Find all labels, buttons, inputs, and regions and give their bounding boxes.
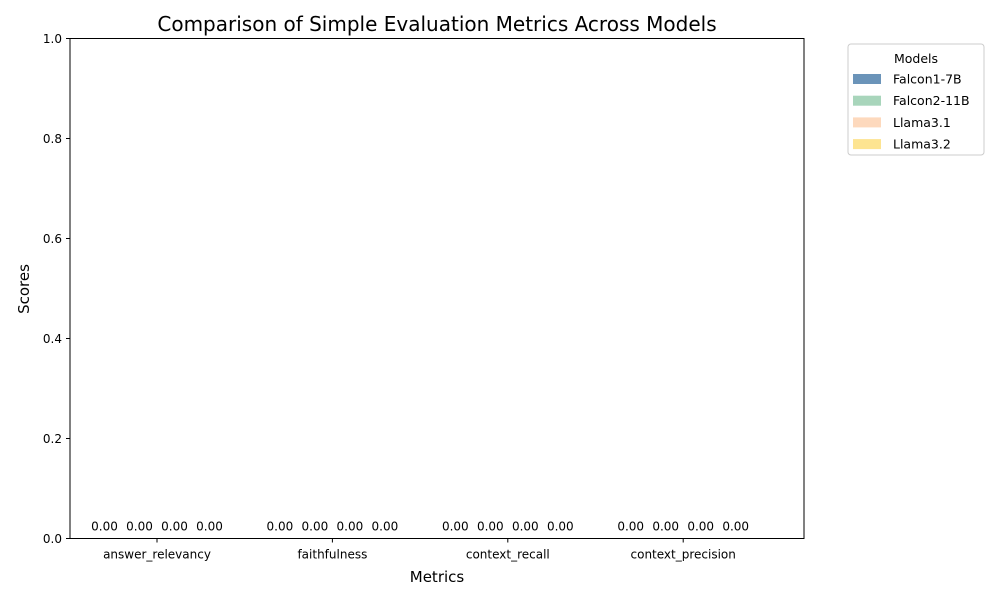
bar-value-label: 0.00 (302, 520, 329, 534)
y-axis: 0.0 0.2 0.4 0.6 0.8 1.0 (43, 32, 70, 546)
y-tick-label: 0.6 (43, 232, 62, 246)
bar-value-label: 0.00 (91, 520, 118, 534)
bar-value-label: 0.00 (442, 520, 469, 534)
legend-label: Llama3.1 (893, 115, 951, 130)
y-tick-label: 0.8 (43, 132, 62, 146)
legend-swatch (853, 95, 881, 106)
bar-value-label: 0.00 (687, 520, 714, 534)
bar-value-label: 0.00 (617, 520, 644, 534)
bar-value-label: 0.00 (722, 520, 749, 534)
x-tick-label: faithfulness (297, 548, 367, 562)
x-tick-label: answer_relevancy (103, 548, 211, 562)
x-axis: answer_relevancy faithfulness context_reca… (103, 538, 736, 562)
y-axis-label: Scores (15, 264, 33, 314)
bar-value-label: 0.00 (161, 520, 188, 534)
y-tick-label: 0.0 (43, 532, 62, 546)
y-tick-label: 0.2 (43, 432, 62, 446)
bar-value-label: 0.00 (126, 520, 153, 534)
bar-value-label: 0.00 (477, 520, 504, 534)
bar-value-label: 0.00 (337, 520, 364, 534)
legend-box (847, 43, 985, 156)
bar-value-label: 0.00 (652, 520, 679, 534)
x-tick-label: context_recall (466, 548, 550, 562)
bar-value-label: 0.00 (512, 520, 539, 534)
bar-labels-group: 0.00 0.00 0.00 0.00 0.00 0.00 0.00 0.00 0.00 0.00… (91, 520, 749, 534)
legend-swatch (853, 139, 881, 150)
legend-title: Models (894, 51, 938, 66)
x-tick-label: context_precision (631, 548, 736, 562)
bar-value-label: 0.00 (547, 520, 574, 534)
plot-area (69, 38, 805, 539)
chart-title: Comparison of Simple Evaluation Metrics … (157, 12, 716, 36)
legend-swatch (853, 117, 881, 128)
y-tick-label: 1.0 (43, 32, 62, 46)
legend-label: Falcon2-11B (893, 93, 970, 108)
bar-value-label: 0.00 (196, 520, 223, 534)
y-tick-label: 0.4 (43, 332, 62, 346)
legend-label: Llama3.2 (893, 137, 951, 152)
bar-value-label: 0.00 (372, 520, 399, 534)
legend-swatch (853, 74, 881, 84)
x-axis-label: Metrics (410, 568, 465, 586)
legend: Models Falcon1-7B Falcon2-11B Llama3.1 Llam… (847, 43, 985, 156)
bar-value-label: 0.00 (267, 520, 294, 534)
legend-label: Falcon1-7B (893, 72, 962, 87)
